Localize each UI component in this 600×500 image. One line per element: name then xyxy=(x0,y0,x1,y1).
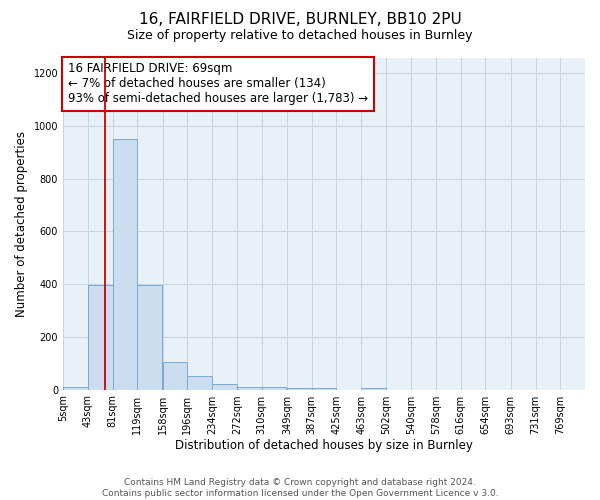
Bar xyxy=(237,387,262,390)
Bar xyxy=(163,362,187,390)
Text: 16 FAIRFIELD DRIVE: 69sqm
← 7% of detached houses are smaller (134)
93% of semi-: 16 FAIRFIELD DRIVE: 69sqm ← 7% of detach… xyxy=(68,62,368,106)
Bar xyxy=(287,388,311,390)
Bar xyxy=(262,387,286,390)
Y-axis label: Number of detached properties: Number of detached properties xyxy=(15,130,28,316)
Bar xyxy=(88,286,113,390)
Bar xyxy=(361,388,386,390)
Text: Contains HM Land Registry data © Crown copyright and database right 2024.
Contai: Contains HM Land Registry data © Crown c… xyxy=(101,478,499,498)
Bar xyxy=(311,388,337,390)
Bar xyxy=(113,139,137,390)
Text: 16, FAIRFIELD DRIVE, BURNLEY, BB10 2PU: 16, FAIRFIELD DRIVE, BURNLEY, BB10 2PU xyxy=(139,12,461,28)
Text: Size of property relative to detached houses in Burnley: Size of property relative to detached ho… xyxy=(127,29,473,42)
Bar xyxy=(63,388,88,390)
X-axis label: Distribution of detached houses by size in Burnley: Distribution of detached houses by size … xyxy=(175,440,473,452)
Bar xyxy=(212,384,237,390)
Bar xyxy=(187,376,212,390)
Bar xyxy=(137,286,162,390)
